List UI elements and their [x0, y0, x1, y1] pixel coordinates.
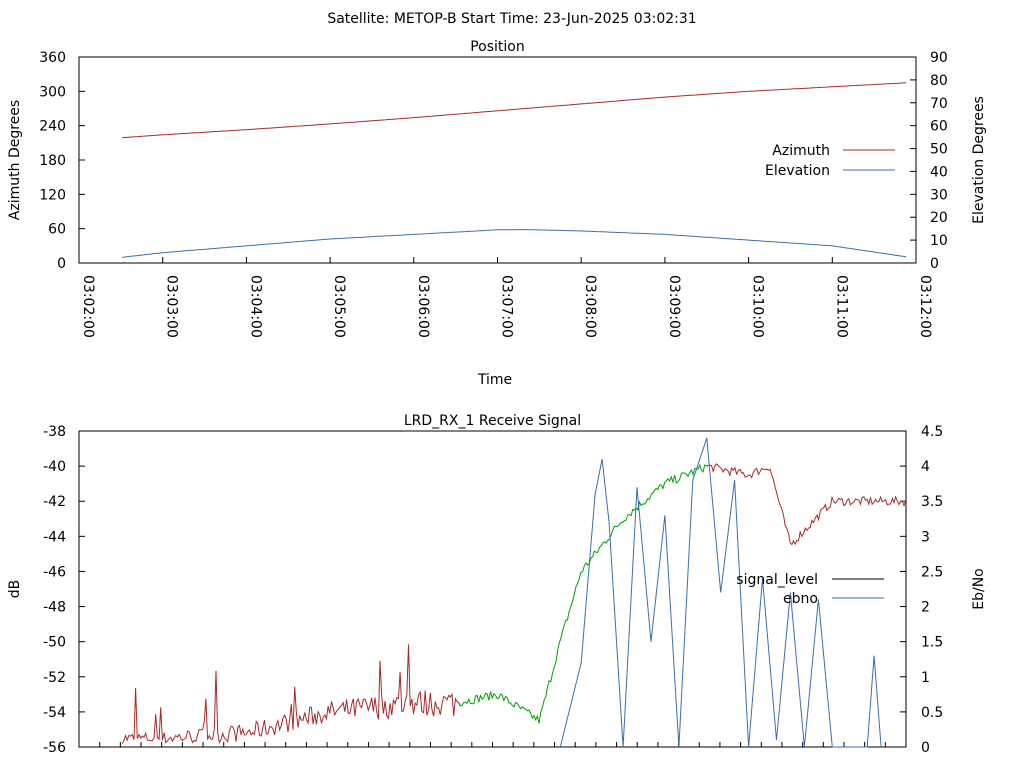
y2-axis-label: Elevation Degrees: [971, 96, 987, 224]
y-tick-label: -56: [43, 740, 66, 756]
x-axis-label: Time: [477, 372, 512, 388]
chart-title: Position: [470, 39, 525, 55]
y-tick-label: 120: [39, 187, 66, 203]
y-tick-label: -48: [43, 600, 66, 616]
y-tick-label: 240: [39, 119, 66, 135]
y2-tick-label: 30: [930, 187, 948, 203]
legend-label-ebno: ebno: [783, 591, 818, 607]
series-line-azimuth: [122, 82, 907, 139]
y-tick-label: -46: [43, 564, 66, 580]
y-tick-label: 60: [48, 222, 66, 238]
series-line-ebno: [559, 437, 882, 748]
x-tick-label: 03:04:00: [247, 275, 263, 338]
legend-label-signal-level: signal_level: [736, 572, 818, 588]
x-tick-label: 03:02:00: [80, 275, 96, 338]
y2-tick-label: 1: [921, 670, 930, 686]
plot-frame: [78, 430, 907, 748]
y2-tick-label: 4.5: [921, 424, 943, 440]
y2-tick-label: 0: [921, 740, 930, 756]
page-title: Satellite: METOP-B Start Time: 23-Jun-20…: [327, 11, 696, 27]
y2-tick-label: 1.5: [921, 635, 943, 651]
legend-label-azimuth: Azimuth: [772, 143, 830, 159]
y-tick-label: 0: [57, 256, 66, 272]
y2-axis-label: Eb/No: [971, 568, 987, 610]
y-tick-label: 300: [39, 84, 66, 100]
y2-tick-label: 0.5: [921, 705, 943, 721]
y2-tick-label: 10: [930, 233, 948, 249]
x-tick-label: 03:06:00: [415, 275, 431, 338]
x-tick-label: 03:09:00: [666, 275, 682, 338]
y2-tick-label: 2: [921, 600, 930, 616]
y-tick-label: -50: [43, 635, 66, 651]
y-tick-label: 360: [39, 50, 66, 66]
y-tick-label: -38: [43, 424, 66, 440]
y2-tick-label: 80: [930, 73, 948, 89]
y-tick-label: -52: [43, 670, 66, 686]
y-tick-label: -54: [43, 705, 66, 721]
x-tick-label: 03:10:00: [750, 275, 766, 338]
y-axis-label: dB: [7, 580, 23, 599]
y2-tick-label: 70: [930, 96, 948, 112]
y2-tick-label: 60: [930, 119, 948, 135]
y-axis-label: Azimuth Degrees: [7, 100, 23, 220]
series-line-signal-level: [458, 463, 709, 724]
legend-label-elevation: Elevation: [765, 163, 830, 179]
y-tick-label: -42: [43, 494, 66, 510]
x-tick-label: 03:03:00: [164, 275, 180, 338]
y2-tick-label: 50: [930, 142, 948, 158]
y2-tick-label: 90: [930, 50, 948, 66]
y2-tick-label: 20: [930, 210, 948, 226]
plot-frame: [78, 56, 917, 264]
series-line-elevation: [122, 229, 907, 258]
y2-tick-label: 40: [930, 164, 948, 180]
x-tick-label: 03:08:00: [582, 275, 598, 338]
x-tick-label: 03:05:00: [331, 275, 347, 338]
y2-tick-label: 4: [921, 459, 930, 475]
y-tick-label: -44: [43, 529, 66, 545]
chart-title: LRD_RX_1 Receive Signal: [404, 413, 581, 429]
x-tick-label: 03:11:00: [833, 275, 849, 338]
series-line-signal-level: [706, 463, 907, 546]
x-tick-label: 03:12:00: [917, 275, 933, 338]
x-tick-label: 03:07:00: [499, 275, 515, 338]
y2-tick-label: 0: [930, 256, 939, 272]
y2-tick-label: 3: [921, 529, 930, 545]
y2-tick-label: 3.5: [921, 494, 943, 510]
series-line-signal-level: [121, 644, 461, 744]
y-tick-label: -40: [43, 459, 66, 475]
y2-tick-label: 2.5: [921, 564, 943, 580]
y-tick-label: 180: [39, 153, 66, 169]
